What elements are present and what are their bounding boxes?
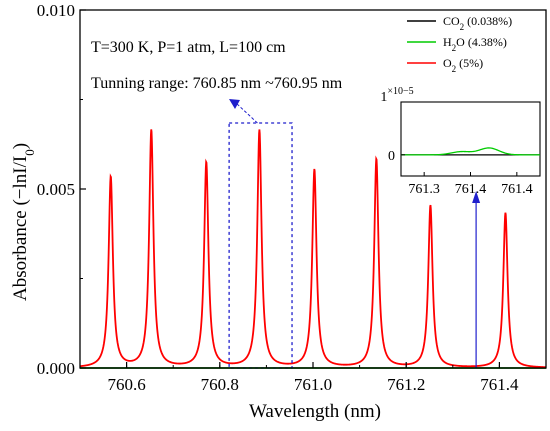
inset-h2o-line — [401, 147, 540, 156]
x-tick-label: 760.8 — [201, 375, 239, 394]
conditions-annotation: T=300 K, P=1 atm, L=100 cm — [91, 39, 286, 56]
inset-marker-arrowhead — [472, 191, 481, 203]
legend-entry-2: O2 (5%) — [443, 56, 483, 74]
y-axis-label: Absorbance (−lnI/I0) — [10, 143, 37, 301]
series-line-2 — [79, 129, 547, 369]
x-tick-label: 761.0 — [294, 375, 332, 394]
x-tick-label: 760.6 — [107, 375, 145, 394]
inset-x-tick-label: 761.4 — [501, 182, 533, 197]
legend-entry-1: H2O (4.38%) — [443, 35, 507, 53]
inset-x-tick-label: 761.3 — [408, 182, 440, 197]
inset-y-scale-label: 1×10−5 — [380, 86, 413, 105]
y-tick-label: 0.005 — [37, 180, 75, 199]
legend: CO2 (0.038%) H2O (4.38%) O2 (5%) — [407, 14, 512, 74]
y-tick-label: 0.010 — [37, 1, 75, 20]
x-tick-label: 761.4 — [480, 375, 519, 394]
tuning-range-box — [228, 122, 293, 369]
legend-entry-0: CO2 (0.038%) — [443, 14, 512, 32]
inset-y-tick-label: 0 — [388, 149, 395, 164]
y-tick-label: 0.000 — [37, 359, 75, 378]
inset-frame — [400, 101, 541, 177]
tuning-range-annotation: Tunning range: 760.85 nm ~760.95 nm — [91, 75, 343, 92]
tuning-arrow-line — [235, 102, 258, 124]
tuning-arrow-head — [229, 99, 240, 109]
x-axis-label: Wavelength (nm) — [249, 401, 381, 422]
x-tick-label: 761.2 — [387, 375, 425, 394]
inset-x-tick-label: 761.4 — [455, 182, 487, 197]
